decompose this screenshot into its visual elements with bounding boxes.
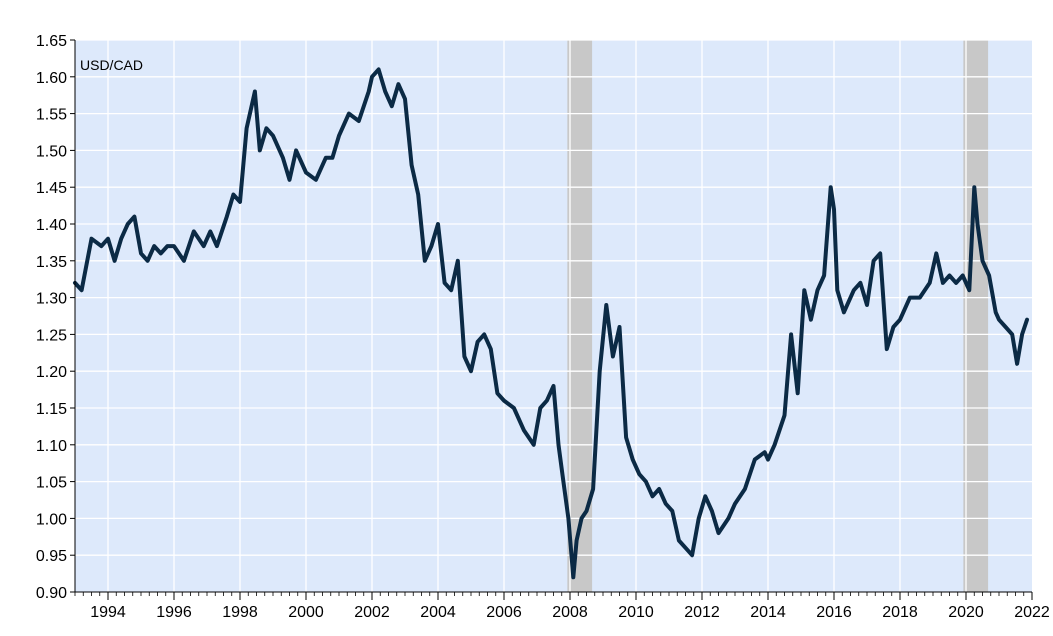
series-label: USD/CAD: [80, 57, 143, 73]
y-tick-label: 1.05: [36, 475, 67, 492]
x-tick-label: 2010: [618, 604, 654, 621]
x-tick-label: 1998: [222, 604, 258, 621]
x-tick-label: 2002: [354, 604, 390, 621]
axes: [70, 39, 1033, 600]
y-tick-label: 1.35: [36, 254, 67, 271]
y-tick-label: 1.30: [36, 291, 67, 308]
y-tick-label: 1.55: [36, 107, 67, 124]
y-tick-label: 1.50: [36, 143, 67, 160]
recession-band-1: [963, 40, 989, 592]
x-tick-label: 1994: [90, 604, 126, 621]
x-tick-label: 2008: [552, 604, 588, 621]
y-tick-label: 1.10: [36, 438, 67, 455]
x-tick-label: 2018: [882, 604, 918, 621]
series-layer: [73, 67, 1029, 580]
x-tick-label: 1996: [156, 604, 192, 621]
x-tick-label: 2000: [288, 604, 324, 621]
tick-labels: 0.90 0.95 1.00 1.05 1.10 1.15 1.20 1.25 1.30 1.35…: [36, 33, 1050, 621]
usd-cad-line: [73, 67, 1029, 580]
y-tick-label: 1.60: [36, 70, 67, 87]
y-tick-label: 1.15: [36, 401, 67, 418]
y-tick-label: 1.00: [36, 511, 67, 528]
y-tick-label: 1.65: [36, 33, 67, 50]
y-tick-label: 1.40: [36, 217, 67, 234]
x-tick-label: 2004: [420, 604, 456, 621]
y-tick-label: 0.90: [36, 585, 67, 602]
x-tick-label: 2016: [816, 604, 852, 621]
x-tick-label: 2012: [684, 604, 720, 621]
x-tick-label: 2020: [948, 604, 984, 621]
plot-background: [75, 40, 1032, 592]
x-tick-label: 2006: [486, 604, 522, 621]
y-tick-label: 1.25: [36, 327, 67, 344]
x-tick-label: 2022: [1014, 604, 1050, 621]
grid-lines: [75, 39, 1032, 592]
x-tick-label: 2014: [750, 604, 786, 621]
y-tick-label: 0.95: [36, 548, 67, 565]
y-tick-label: 1.20: [36, 364, 67, 381]
recession-shading: [567, 40, 989, 592]
y-tick-label: 1.45: [36, 180, 67, 197]
